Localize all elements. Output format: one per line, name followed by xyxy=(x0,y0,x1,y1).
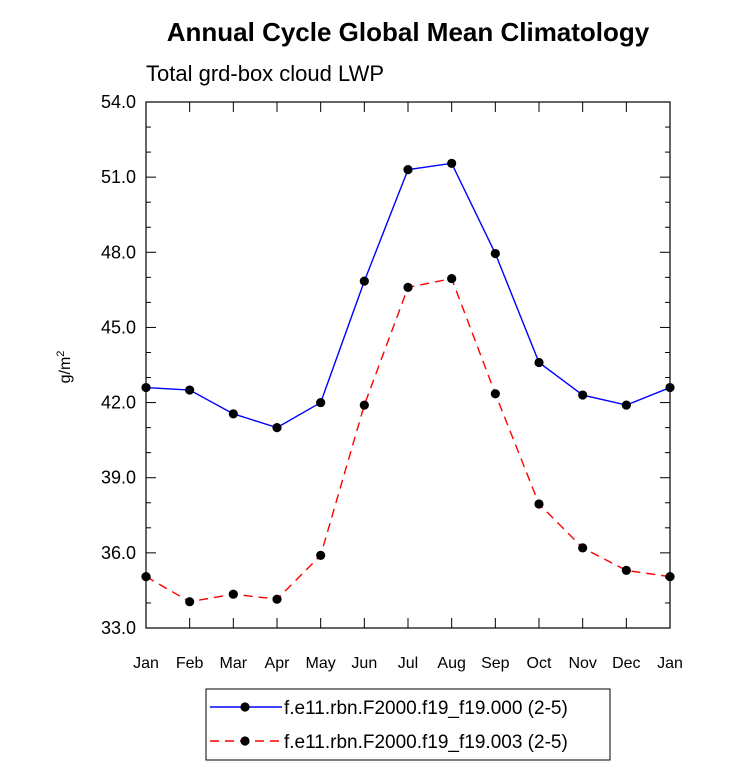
series-0-point xyxy=(534,357,544,368)
plot-frame xyxy=(145,101,671,629)
x-tick-label: Jan xyxy=(133,655,159,672)
legend-label: f.e11.rbn.F2000.f19_f19.000 (2-5) xyxy=(284,698,568,719)
series-0-point xyxy=(185,385,195,395)
series-0-point xyxy=(141,382,151,393)
y-tick-label: 45.0 xyxy=(101,317,136,337)
legend-marker-1 xyxy=(240,736,250,746)
series-line-0 xyxy=(145,162,671,429)
series-0-point xyxy=(490,248,500,259)
series-0-point xyxy=(272,423,282,433)
x-tick-label: Feb xyxy=(176,655,204,672)
legend-marker-0 xyxy=(240,702,250,712)
series-1-point xyxy=(447,273,457,284)
x-tick-label: Aug xyxy=(437,655,465,672)
series-0-point xyxy=(403,165,413,175)
x-tick-label: Sep xyxy=(481,655,510,672)
series-0-point xyxy=(578,390,588,400)
series-1-point xyxy=(534,499,544,509)
series-0-point xyxy=(447,158,457,168)
series-1-point xyxy=(359,400,369,410)
x-tick-label: Dec xyxy=(612,655,640,672)
series-1-point xyxy=(228,589,238,599)
series-0-point xyxy=(621,400,631,410)
y-tick-label: 36.0 xyxy=(101,543,136,563)
series-1-point xyxy=(621,565,631,575)
series-1-point xyxy=(185,597,195,607)
y-axis-label: g/m2 xyxy=(55,351,74,384)
x-tick-label: Mar xyxy=(220,655,248,672)
axes-layer: 33.0 36.0 39.0 42.0 45.0 48.0 51.0 54.0 Jan Feb Ma… xyxy=(101,92,683,672)
series-0-point xyxy=(665,382,675,393)
y-tick-label: 51.0 xyxy=(101,167,136,187)
x-tick-label: Jul xyxy=(398,655,418,672)
legend-box xyxy=(205,688,611,761)
series-0-point xyxy=(228,409,238,419)
series-0-point xyxy=(359,276,369,286)
series-1-point xyxy=(578,543,588,553)
series-1-point xyxy=(403,282,413,292)
x-tick-label: Nov xyxy=(568,655,596,672)
series-layer xyxy=(141,158,675,607)
series-0-point xyxy=(316,397,326,408)
y-tick-label: 42.0 xyxy=(101,393,136,413)
series-line-1 xyxy=(145,277,671,603)
series-1-point xyxy=(316,550,326,560)
legend: f.e11.rbn.F2000.f19_f19.000 (2-5) f.e11.r… xyxy=(205,688,611,761)
series-1-point xyxy=(272,594,282,604)
y-tick-label: 48.0 xyxy=(101,242,136,262)
y-tick-label: 39.0 xyxy=(101,468,136,488)
x-tick-label: Oct xyxy=(527,655,552,672)
y-axis-label-text: g/m xyxy=(57,357,74,384)
series-1-point xyxy=(141,572,151,582)
x-tick-label: Jan xyxy=(657,655,683,672)
x-tick-label: May xyxy=(306,655,336,672)
series-1-point xyxy=(665,572,675,582)
chart-subtitle: Total grd-box cloud LWP xyxy=(146,61,384,86)
y-tick-label: 54.0 xyxy=(101,92,136,112)
legend-label: f.e11.rbn.F2000.f19_f19.003 (2-5) xyxy=(284,732,568,753)
chart-title: Annual Cycle Global Mean Climatology xyxy=(167,17,650,47)
x-tick-label: Apr xyxy=(265,655,291,672)
x-tick-label: Jun xyxy=(351,655,377,672)
y-axis-label-superscript: 2 xyxy=(55,351,67,357)
series-1-point xyxy=(490,389,500,399)
y-tick-label: 33.0 xyxy=(101,618,136,638)
